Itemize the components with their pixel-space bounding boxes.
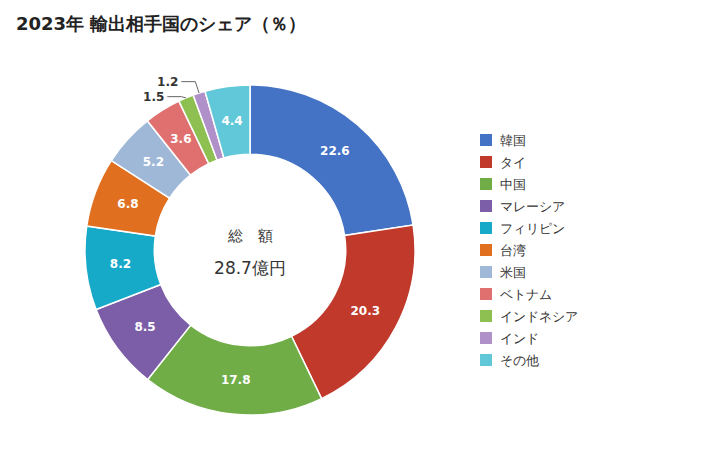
legend-swatch xyxy=(480,354,492,366)
legend-label: 米国 xyxy=(500,265,526,280)
legend-swatch xyxy=(480,288,492,300)
data-label: 5.2 xyxy=(143,155,164,169)
legend-swatch xyxy=(480,134,492,146)
data-label: 8.2 xyxy=(110,257,131,271)
data-label: 17.8 xyxy=(221,373,251,387)
data-label: 4.4 xyxy=(221,114,242,128)
slice xyxy=(250,85,413,235)
legend-swatch xyxy=(480,266,492,278)
legend-label: インドネシア xyxy=(500,309,578,324)
legend-label: 中国 xyxy=(500,177,526,192)
legend-swatch xyxy=(480,310,492,322)
data-label: 22.6 xyxy=(320,144,350,158)
legend-label: タイ xyxy=(500,155,526,170)
legend-label: 韓国 xyxy=(500,133,526,148)
center-annotation: 総 額 xyxy=(227,227,273,245)
legend-swatch xyxy=(480,332,492,344)
legend-label: その他 xyxy=(500,353,539,368)
legend-swatch xyxy=(480,200,492,212)
legend: 韓国タイ中国マレーシアフィリピン台湾米国ベトナムインドネシアインドその他 xyxy=(480,133,578,368)
legend-label: フィリピン xyxy=(500,221,565,236)
data-label: 20.3 xyxy=(351,304,381,318)
legend-swatch xyxy=(480,244,492,256)
slice xyxy=(205,85,250,158)
data-label: 1.5 xyxy=(143,90,164,104)
legend-label: インド xyxy=(500,331,539,346)
title: 2023年 輸出相手国のシェア（％） xyxy=(16,13,306,34)
slices xyxy=(85,85,415,415)
leader-line xyxy=(167,97,186,98)
legend-swatch xyxy=(480,156,492,168)
slice xyxy=(292,225,415,399)
legend-label: マレーシア xyxy=(500,199,565,214)
data-label: 6.8 xyxy=(117,197,138,211)
data-label: 3.6 xyxy=(170,132,191,146)
chart-svg: 2023年 輸出相手国のシェア（％） 22.6 20.3 17.8 8.5 8.2 6.8 5… xyxy=(0,0,728,450)
slice xyxy=(85,226,161,309)
legend-swatch xyxy=(480,222,492,234)
legend-swatch xyxy=(480,178,492,190)
legend-label: ベトナム xyxy=(500,287,552,302)
leader-line xyxy=(181,82,199,93)
center-annotation: 28.7億円 xyxy=(214,258,286,278)
data-label: 1.2 xyxy=(157,75,178,89)
data-labels: 22.6 20.3 17.8 8.5 8.2 6.8 5.2 3.6 4.4 1.21.5 xyxy=(110,75,380,387)
legend-label: 台湾 xyxy=(500,243,526,258)
data-label: 8.5 xyxy=(134,320,155,334)
chart-container: 2023年 輸出相手国のシェア（％） 22.6 20.3 17.8 8.5 8.2 6.8 5… xyxy=(0,0,728,450)
